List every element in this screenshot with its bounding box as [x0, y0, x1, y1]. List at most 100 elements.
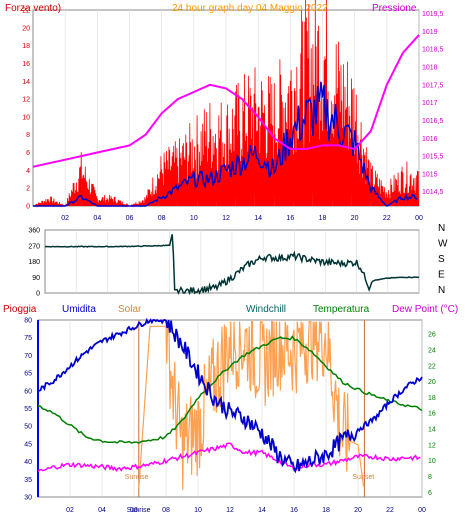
- pressure-tick-label: 1018,5: [422, 47, 444, 54]
- wind-tick-label: 20: [22, 25, 30, 32]
- wind-tick-label: 22: [22, 8, 30, 15]
- pressure-tick-label: 1016,5: [422, 118, 444, 125]
- hour-tick-label: 08: [162, 507, 170, 514]
- temperature-tick-label: 8: [428, 474, 432, 481]
- hour-tick-label: 12: [222, 215, 230, 222]
- humidity-tick-label: 40: [24, 459, 32, 466]
- compass-label: E: [438, 270, 445, 281]
- pressure-tick-label: 1018: [422, 65, 438, 72]
- temperature-tick-label: 10: [428, 458, 436, 465]
- wind-tick-label: 10: [22, 114, 30, 121]
- series-label: Dew Point (°C): [392, 304, 458, 315]
- pressure-series: [32, 34, 420, 168]
- hour-tick-label: 02: [61, 215, 69, 222]
- temperature-tick-label: 20: [428, 379, 436, 386]
- humidity-tick-label: 55: [24, 406, 32, 413]
- series-label: Umidita: [62, 304, 96, 315]
- humidity-tick-label: 65: [24, 371, 32, 378]
- humidity-tick-label: 60: [24, 388, 32, 395]
- temperature-tick-label: 6: [428, 490, 432, 497]
- hour-tick-label: 16: [286, 215, 294, 222]
- solar-series: [138, 321, 365, 491]
- wind-tick-label: 14: [22, 79, 30, 86]
- temperature-tick-label: 22: [428, 363, 436, 370]
- hour-tick-label: 22: [386, 507, 394, 514]
- wind-average-series: [33, 81, 418, 207]
- wind-tick-label: 6: [26, 150, 30, 157]
- temp-humidity-panel: 30 35 40 45 50 55 60 65 70 75 80 6 8 10 12 14 16 18 20 22 2…: [3, 304, 458, 514]
- wind-tick-label: 4: [26, 168, 30, 175]
- temperature-tick-label: 26: [428, 332, 436, 339]
- direction-tick-label: 0: [36, 291, 40, 298]
- compass-label: W: [438, 239, 448, 250]
- wind-direction-series: [44, 234, 420, 296]
- dewpoint-series: [37, 442, 421, 472]
- humidity-tick-label: 30: [24, 495, 32, 502]
- hour-tick-label: 18: [322, 507, 330, 514]
- hour-tick-label: 14: [258, 507, 266, 514]
- hour-tick-label: 04: [98, 507, 106, 514]
- hour-tick-label: 18: [319, 215, 327, 222]
- temperature-tick-label: 14: [428, 427, 436, 434]
- temperature-tick-label: 18: [428, 395, 436, 402]
- wind-tick-label: 12: [22, 97, 30, 104]
- wind-tick-label: 8: [26, 132, 30, 139]
- hour-tick-label: 22: [383, 215, 391, 222]
- hour-tick-label: 20: [351, 215, 359, 222]
- temperature-series: [37, 335, 423, 444]
- sunrise-label: Sunrise: [127, 507, 151, 514]
- hour-tick-label: 14: [254, 215, 262, 222]
- humidity-tick-label: 80: [24, 318, 32, 325]
- sunrise-label-inner: Sunrise: [125, 474, 149, 481]
- pressure-tick-label: 1017,5: [422, 82, 444, 89]
- wind-tick-label: 18: [22, 43, 30, 50]
- direction-tick-label: 90: [32, 275, 40, 282]
- hour-tick-label: 10: [190, 215, 198, 222]
- series-label: Temperatura: [313, 304, 370, 315]
- humidity-tick-label: 35: [24, 477, 32, 484]
- sunset-label: Sunset: [352, 474, 374, 481]
- temperature-tick-label: 12: [428, 442, 436, 449]
- pressure-tick-label: 1014,5: [422, 189, 444, 196]
- hour-tick-label: 20: [354, 507, 362, 514]
- hour-tick-label: 04: [93, 215, 101, 222]
- hour-tick-label: 00: [415, 215, 423, 222]
- hour-tick-label: 06: [130, 507, 138, 514]
- humidity-tick-label: 75: [24, 335, 32, 342]
- hour-tick-label: 06: [126, 215, 134, 222]
- pressure-tick-label: 1016: [422, 136, 438, 143]
- temperature-tick-label: 16: [428, 411, 436, 418]
- compass-label: N: [438, 285, 445, 296]
- pressure-tick-label: 1015,5: [422, 154, 444, 161]
- wind-tick-label: 16: [22, 61, 30, 68]
- wind-tick-label: 0: [26, 204, 30, 211]
- wind-tick-label: 2: [26, 186, 30, 193]
- hour-tick-label: 10: [194, 507, 202, 514]
- pressure-tick-label: 1019,5: [422, 11, 444, 18]
- direction-tick-label: 360: [28, 228, 40, 235]
- series-label: Windchill: [246, 304, 286, 315]
- right-axis-label: Pressione: [372, 3, 417, 14]
- direction-tick-label: 180: [28, 259, 40, 266]
- direction-tick-label: 270: [28, 243, 40, 250]
- hour-tick-label: 02: [66, 507, 74, 514]
- compass-label: S: [438, 254, 445, 265]
- humidity-tick-label: 70: [24, 353, 32, 360]
- hour-tick-label: 08: [158, 215, 166, 222]
- left-axis-label: Forza vento): [5, 3, 61, 14]
- series-label: Pioggia: [3, 304, 37, 315]
- pressure-tick-label: 1017: [422, 100, 438, 107]
- series-label: Solar: [118, 304, 142, 315]
- chart-title: 24 hour graph day 04 Maggio 2022: [172, 3, 328, 14]
- humidity-tick-label: 50: [24, 424, 32, 431]
- wind-gust-series: [33, 0, 419, 208]
- pressure-tick-label: 1015: [422, 171, 438, 178]
- compass-label: N: [438, 223, 445, 234]
- temperature-tick-label: 24: [428, 348, 436, 355]
- hour-tick-label: 16: [290, 507, 298, 514]
- pressure-tick-label: 1019: [422, 29, 438, 36]
- hour-tick-label: 00: [418, 507, 426, 514]
